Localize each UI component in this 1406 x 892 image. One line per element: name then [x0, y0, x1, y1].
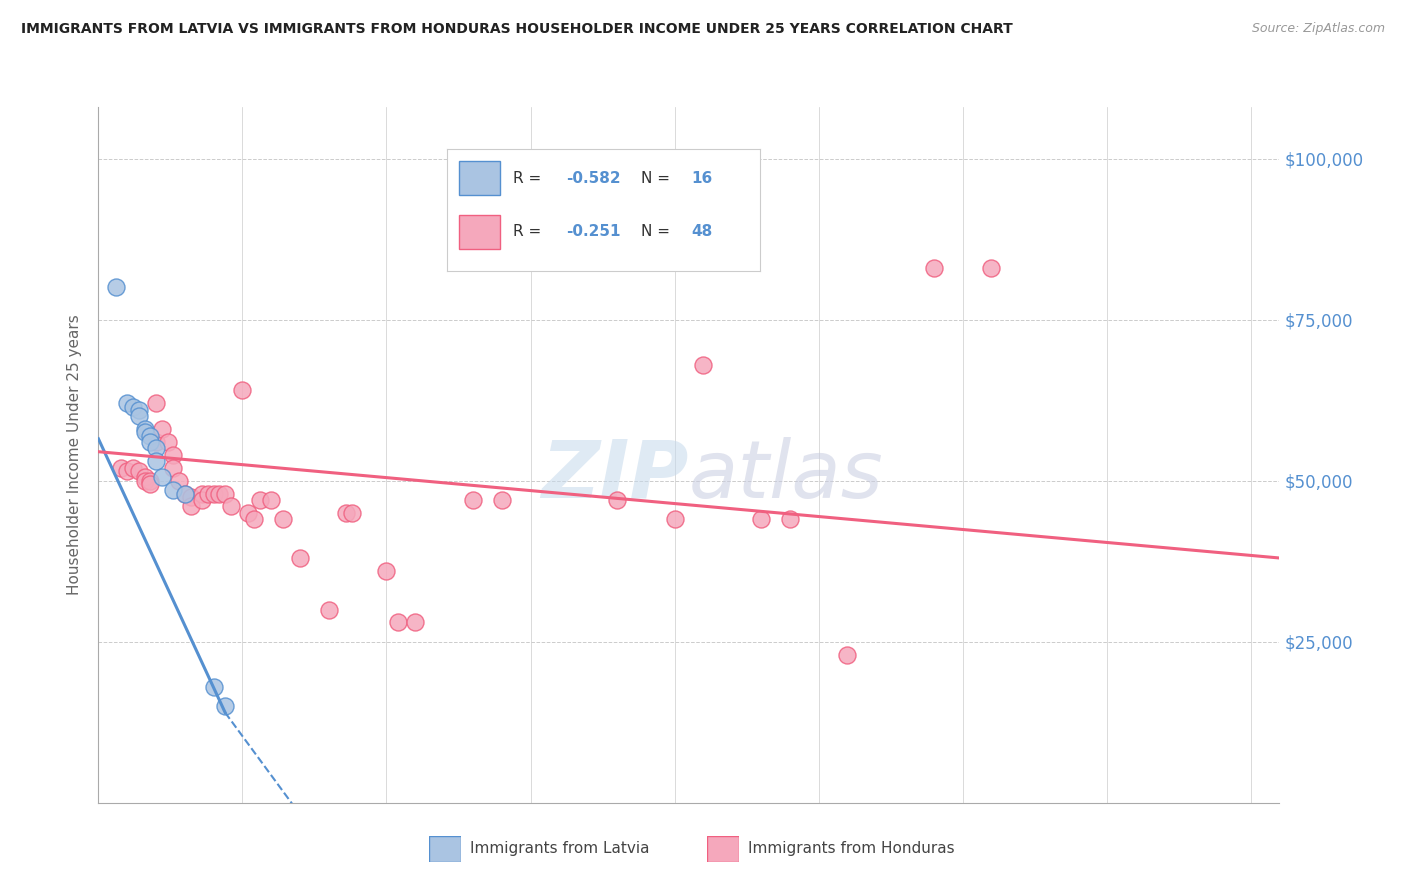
Point: [150, 470, 173, 484]
Point: [139, 474, 162, 488]
Point: [335, 506, 357, 520]
Point: [134, 425, 156, 440]
Point: [145, 435, 167, 450]
Point: [238, 506, 260, 520]
Point: [260, 493, 283, 508]
Point: [104, 280, 127, 294]
Point: [128, 402, 150, 417]
Point: [749, 512, 772, 526]
Point: [692, 358, 714, 372]
Point: [110, 460, 132, 475]
Point: [122, 460, 145, 475]
Point: [128, 409, 150, 424]
Point: [375, 564, 398, 578]
Point: [122, 400, 145, 414]
Point: [837, 648, 859, 662]
Text: IMMIGRANTS FROM LATVIA VS IMMIGRANTS FROM HONDURAS HOUSEHOLDER INCOME UNDER 25 Y: IMMIGRANTS FROM LATVIA VS IMMIGRANTS FRO…: [21, 22, 1012, 37]
Point: [128, 464, 150, 478]
Point: [249, 493, 271, 508]
Point: [980, 261, 1002, 276]
Point: [115, 464, 138, 478]
Point: [162, 483, 184, 498]
Point: [191, 493, 214, 508]
Point: [318, 602, 340, 616]
Point: [173, 486, 195, 500]
Point: [202, 680, 225, 694]
Point: [173, 486, 195, 500]
Point: [219, 500, 242, 514]
Point: [115, 396, 138, 410]
Point: [139, 476, 162, 491]
Text: atlas: atlas: [689, 437, 884, 515]
Point: [208, 486, 231, 500]
Text: Source: ZipAtlas.com: Source: ZipAtlas.com: [1251, 22, 1385, 36]
Point: [606, 493, 628, 508]
Point: [243, 512, 266, 526]
Point: [162, 460, 184, 475]
Point: [191, 486, 214, 500]
Point: [145, 396, 167, 410]
Text: ZIP: ZIP: [541, 437, 689, 515]
Point: [145, 442, 167, 456]
Point: [180, 500, 202, 514]
Point: [231, 384, 253, 398]
Point: [180, 490, 202, 504]
Point: [134, 474, 156, 488]
Point: [134, 470, 156, 484]
Point: [139, 435, 162, 450]
Point: [162, 448, 184, 462]
Point: [288, 551, 311, 566]
Point: [461, 493, 484, 508]
Point: [491, 493, 513, 508]
Point: [404, 615, 426, 630]
Point: [922, 261, 945, 276]
Point: [387, 615, 409, 630]
Point: [197, 486, 219, 500]
Text: Immigrants from Honduras: Immigrants from Honduras: [748, 841, 955, 856]
Point: [664, 512, 686, 526]
Point: [139, 428, 162, 442]
Point: [156, 435, 179, 450]
Point: [340, 506, 363, 520]
Point: [167, 474, 190, 488]
Text: Immigrants from Latvia: Immigrants from Latvia: [471, 841, 650, 856]
Point: [145, 454, 167, 468]
Point: [271, 512, 294, 526]
Y-axis label: Householder Income Under 25 years: Householder Income Under 25 years: [67, 315, 83, 595]
Point: [134, 422, 156, 436]
Point: [214, 699, 236, 714]
Point: [779, 512, 801, 526]
Point: [202, 486, 225, 500]
Point: [150, 422, 173, 436]
Point: [214, 486, 236, 500]
